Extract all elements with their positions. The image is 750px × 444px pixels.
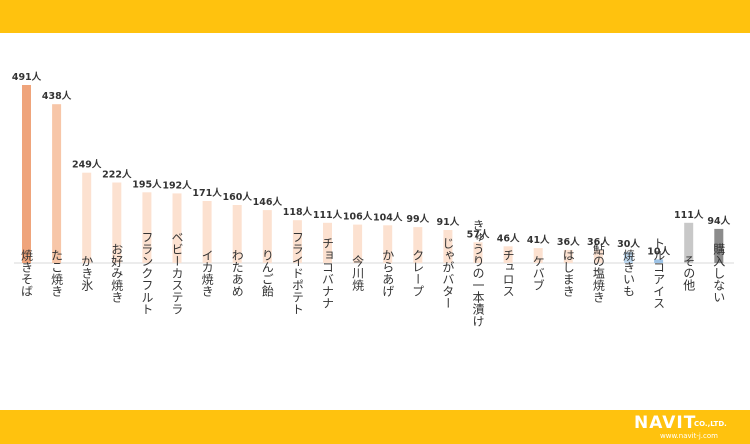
category-label-22: その他 xyxy=(682,255,696,291)
category-label-19: 鮎の塩焼き xyxy=(591,243,605,303)
bar-20 xyxy=(624,252,633,263)
bar-11 xyxy=(353,224,363,263)
value-label-11: 106人 xyxy=(343,211,373,223)
company-logo: NAVIT CO.,LTD. www.navit-j.com xyxy=(632,413,748,443)
value-label-20: 30人 xyxy=(617,238,640,250)
value-label-10: 111人 xyxy=(313,209,343,221)
category-label-14: じゃがバター xyxy=(441,237,455,309)
category-label-13: クレープ xyxy=(411,249,425,297)
value-label-21: 10人 xyxy=(647,245,670,257)
bar-6 xyxy=(202,201,212,263)
bar-7 xyxy=(232,205,242,263)
bar-9 xyxy=(292,220,302,263)
value-label-17: 41人 xyxy=(527,234,550,246)
category-label-9: フライドポテト xyxy=(290,231,304,315)
bar-10 xyxy=(323,222,332,263)
category-label-0: 焼きそば xyxy=(20,249,34,297)
bar-15 xyxy=(473,242,483,263)
bar-12 xyxy=(383,225,393,263)
category-label-21: トルコアイス xyxy=(652,237,666,309)
bar-0 xyxy=(22,85,31,263)
category-label-7: わたあめ xyxy=(230,249,244,297)
bottom-banner xyxy=(0,410,750,444)
value-label-3: 222人 xyxy=(102,169,132,181)
value-label-12: 104人 xyxy=(373,211,403,223)
category-label-4: フランクフルト xyxy=(140,231,154,315)
bar-5 xyxy=(172,193,182,263)
category-label-2: かき氷 xyxy=(80,255,94,291)
category-label-16: チュロス xyxy=(501,249,515,297)
logo-url: www.navit-j.com xyxy=(660,432,718,440)
value-label-9: 118人 xyxy=(283,206,313,218)
bar-14 xyxy=(443,230,453,263)
bar-17 xyxy=(533,248,543,263)
bar-19 xyxy=(593,249,603,263)
value-label-23: 94人 xyxy=(707,215,730,227)
category-label-8: りんご飴 xyxy=(260,249,274,297)
bar-18 xyxy=(563,249,573,263)
bar-8 xyxy=(262,210,272,263)
bar-16 xyxy=(503,246,513,263)
category-label-10: チョコバナナ xyxy=(321,237,335,309)
bar-22 xyxy=(684,222,694,263)
bar-23 xyxy=(714,228,724,263)
value-label-0: 491人 xyxy=(12,71,42,83)
top-banner xyxy=(0,0,750,33)
category-label-20: 焼きいも xyxy=(622,249,636,297)
value-label-18: 36人 xyxy=(557,236,580,248)
value-label-7: 160人 xyxy=(223,191,253,203)
value-label-15: 57人 xyxy=(467,228,490,240)
category-label-6: イカ焼き xyxy=(200,249,214,297)
category-label-11: 今川焼 xyxy=(351,254,365,291)
value-label-19: 36人 xyxy=(587,236,610,248)
category-label-1: たこ焼き xyxy=(50,249,64,297)
bar-21 xyxy=(654,259,664,263)
value-label-5: 192人 xyxy=(162,179,192,191)
category-label-3: お好み焼き xyxy=(110,243,124,303)
value-label-13: 99人 xyxy=(406,213,429,225)
category-label-23: 購入しない xyxy=(712,243,726,303)
category-label-18: はしまき xyxy=(561,249,575,297)
value-label-4: 195人 xyxy=(132,178,162,190)
value-label-8: 146人 xyxy=(253,196,283,208)
value-label-16: 46人 xyxy=(497,232,520,244)
category-label-15: きゅうりの一本漬け xyxy=(471,219,485,327)
bar-13 xyxy=(413,227,423,263)
category-label-17: ケバブ xyxy=(531,255,545,291)
bar-1 xyxy=(52,104,62,263)
value-label-1: 438人 xyxy=(42,90,72,102)
category-label-5: ベビーカステラ xyxy=(170,231,184,315)
bar-4 xyxy=(142,192,152,263)
logo-name: NAVIT xyxy=(634,413,697,433)
bar-3 xyxy=(112,182,122,263)
category-label-12: からあげ xyxy=(381,249,395,297)
value-label-6: 171人 xyxy=(192,187,222,199)
value-label-14: 91人 xyxy=(437,216,460,228)
logo-company-suffix: CO.,LTD. xyxy=(694,420,727,428)
value-label-2: 249人 xyxy=(72,159,102,171)
value-label-22: 111人 xyxy=(674,209,704,221)
bar-2 xyxy=(82,172,92,263)
